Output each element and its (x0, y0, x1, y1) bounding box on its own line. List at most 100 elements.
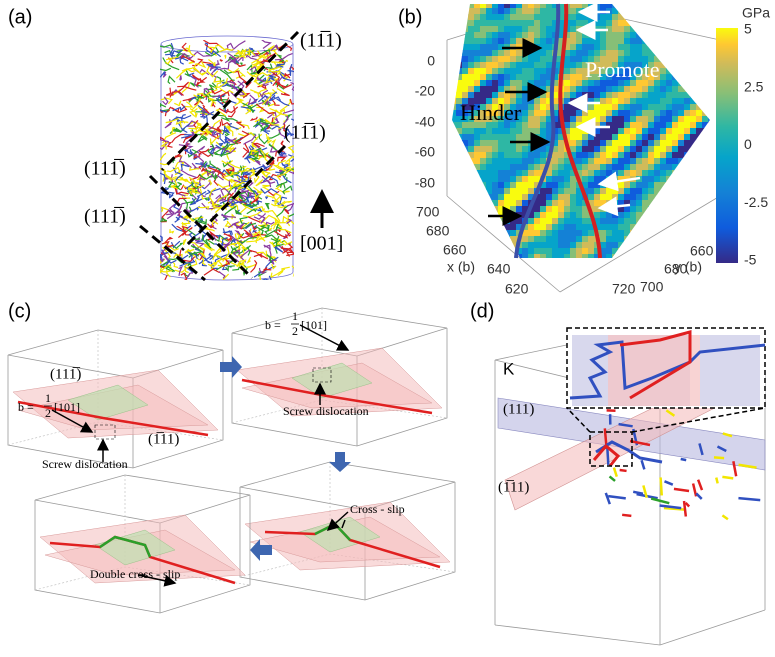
stress-cell (642, 152, 649, 159)
stress-cell (570, 56, 577, 63)
dislocation-segment (265, 221, 275, 225)
stress-cell (546, 92, 553, 99)
dislocation-segment (237, 185, 245, 190)
stress-cell (540, 98, 547, 105)
stress-cell (528, 164, 535, 171)
stress-cell (618, 86, 625, 93)
dislocation-segment (214, 77, 229, 88)
dislocation-segment (276, 54, 285, 63)
stress-cell (624, 254, 631, 258)
dislocation-segment (612, 467, 618, 478)
dislocation-segment (209, 135, 220, 146)
dislocation-segment (270, 238, 284, 247)
stress-cell (636, 44, 643, 51)
stress-cell (624, 140, 631, 147)
stress-cell (606, 128, 613, 135)
stress-cell (528, 176, 535, 183)
stress-cell (564, 230, 571, 237)
stress-cell (462, 50, 469, 57)
dislocation-segment (185, 120, 197, 127)
stress-cell (678, 140, 685, 147)
stress-cell (474, 128, 481, 135)
stress-cell (660, 200, 667, 207)
stress-cell (510, 116, 517, 123)
dislocation-segment (256, 250, 268, 259)
stress-cell (588, 146, 595, 153)
stress-cell (666, 218, 673, 225)
dislocation-segment (246, 208, 258, 215)
stress-cell (678, 50, 685, 57)
stress-cell (540, 188, 547, 195)
stress-cell (576, 44, 583, 51)
stress-cell (522, 236, 529, 243)
stress-cell (612, 26, 619, 33)
dislocation-segment (202, 104, 210, 114)
stress-cell (660, 128, 667, 135)
stress-cell (624, 164, 631, 171)
stress-cell (516, 20, 523, 27)
stress-cell (504, 32, 511, 39)
dislocation-segment (285, 248, 294, 257)
stress-cell (540, 26, 547, 33)
stress-cell (516, 98, 523, 105)
stress-cell (510, 224, 517, 231)
stress-cell (648, 128, 655, 135)
stress-cell (528, 98, 535, 105)
stress-cell (666, 38, 673, 45)
stress-cell (552, 92, 559, 99)
stress-cell (642, 212, 649, 219)
stress-cell (600, 158, 607, 165)
stress-cell (588, 230, 595, 237)
stress-cell (462, 56, 469, 63)
dislocation-segment (279, 73, 292, 82)
stress-cell (528, 134, 535, 141)
stress-cell (570, 134, 577, 141)
stress-cell (618, 200, 625, 207)
stress-cell (504, 92, 511, 99)
stress-cell (672, 68, 679, 75)
cross-slip-segment (99, 535, 152, 558)
dislocation-segment (197, 135, 208, 143)
dislocation-segment (212, 167, 226, 176)
stress-cell (672, 98, 679, 105)
stress-cell (630, 218, 637, 225)
dislocation-segment (170, 179, 178, 188)
stress-cell (660, 74, 667, 81)
stress-cell (498, 218, 505, 225)
stress-cell (474, 206, 481, 213)
dislocation-segment (280, 140, 285, 147)
stress-cell (642, 140, 649, 147)
z-tick-label: -80 (415, 175, 435, 191)
stress-cell (564, 242, 571, 249)
dislocation-segment (738, 496, 761, 502)
stress-cell (648, 32, 655, 39)
dislocation-label: Screw dislocation (283, 404, 369, 418)
dislocation-segment (283, 208, 290, 215)
stress-cell (564, 152, 571, 159)
stress-cell (612, 164, 619, 171)
stress-cell (474, 248, 481, 255)
stress-cell (678, 134, 685, 141)
dislocation-segment (212, 252, 230, 261)
stress-cell (534, 38, 541, 45)
stress-cell (576, 104, 583, 111)
stress-cell (570, 254, 577, 258)
stress-cell (630, 188, 637, 195)
stress-cell (452, 50, 457, 57)
dislocation-segment (250, 154, 260, 162)
stress-cell (696, 200, 703, 207)
stress-cell (452, 86, 457, 93)
dislocation-segment (253, 88, 268, 95)
stress-cell (516, 146, 523, 153)
stress-cell (696, 170, 703, 177)
dislocation-segment (217, 114, 231, 122)
stress-cell (552, 140, 559, 147)
dislocation-segment (278, 169, 285, 173)
stress-cell (468, 8, 475, 15)
stress-cell (612, 50, 619, 57)
stress-cell (534, 134, 541, 141)
dislocation-segment (272, 163, 288, 172)
dislocation-segment (243, 229, 261, 238)
stress-cell (702, 74, 709, 81)
stress-cell (702, 194, 709, 201)
